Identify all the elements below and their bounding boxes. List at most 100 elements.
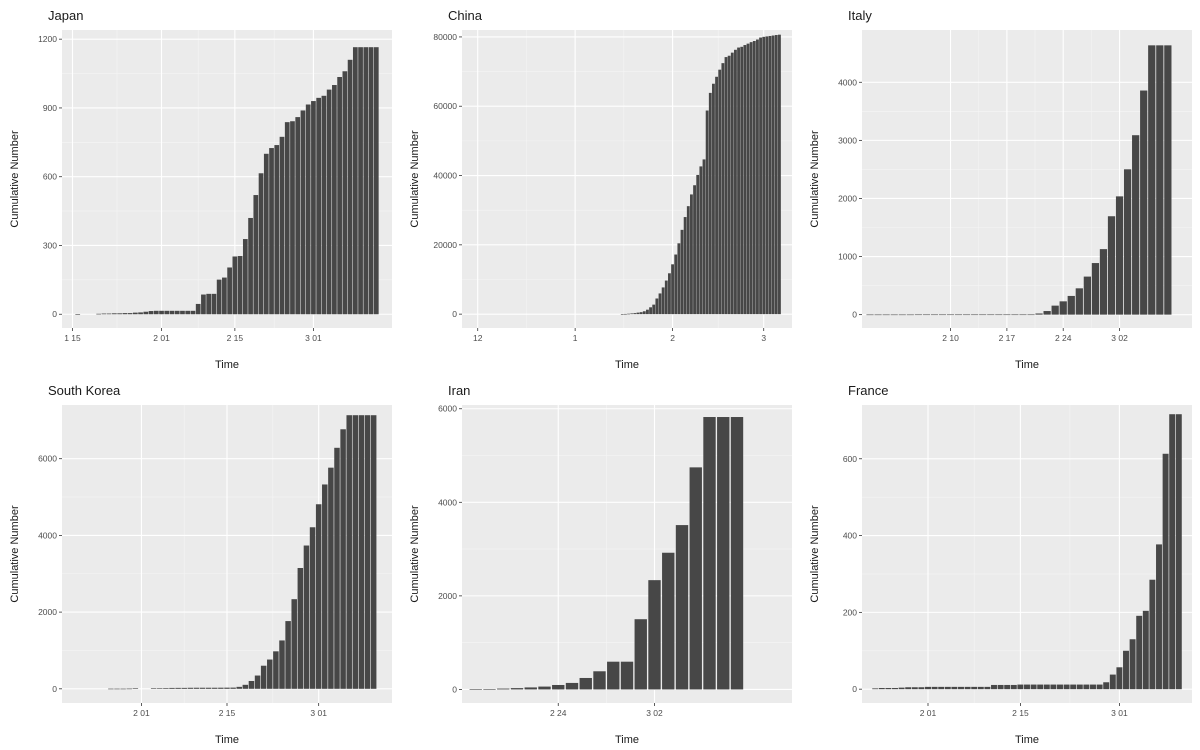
- bar: [193, 687, 200, 689]
- bar: [1004, 684, 1011, 690]
- bar: [370, 415, 377, 689]
- bar: [963, 314, 971, 316]
- bar: [778, 34, 781, 315]
- bar: [874, 314, 882, 316]
- x-tick-label: 2 10: [942, 333, 959, 343]
- bar: [126, 688, 132, 690]
- chart-svg-japan: 0 300 600 900 1200 1 15 2 01 2 15 3 01 Japan Time C…: [9, 8, 392, 371]
- x-axis-label: Time: [615, 734, 639, 746]
- bar: [662, 552, 675, 690]
- bar: [636, 312, 640, 315]
- bar: [1136, 615, 1143, 690]
- bar: [946, 314, 955, 316]
- x-tick-label: 2 15: [227, 333, 244, 343]
- y-tick-label: 40000: [433, 171, 457, 181]
- y-tick-label: 2000: [838, 193, 857, 203]
- bar: [756, 39, 759, 315]
- bar: [984, 686, 991, 690]
- y-tick-label: 2000: [38, 607, 57, 617]
- bar: [954, 314, 963, 316]
- bar: [1035, 313, 1043, 315]
- bar: [630, 313, 634, 315]
- bar: [163, 688, 169, 689]
- bar: [634, 619, 647, 690]
- bar: [120, 688, 126, 690]
- bar: [274, 145, 280, 315]
- bar: [373, 47, 379, 315]
- bar: [248, 217, 253, 315]
- x-tick-label: 2 24: [1055, 333, 1072, 343]
- bar: [181, 687, 187, 689]
- x-tick-label: 3 02: [1111, 333, 1128, 343]
- bar: [683, 217, 687, 315]
- y-tick-label: 20000: [433, 240, 457, 250]
- bar: [1164, 45, 1172, 315]
- bar: [284, 122, 290, 315]
- bar: [1140, 90, 1148, 315]
- bar: [771, 35, 775, 315]
- bar: [977, 686, 984, 690]
- chart-svg-south-korea: 0 2000 4000 6000 2 01 2 15 3 01 South Korea Time…: [9, 383, 392, 746]
- bar: [1057, 684, 1063, 690]
- bar: [216, 279, 222, 315]
- bar: [752, 41, 756, 315]
- bar: [1051, 305, 1059, 315]
- y-axis-label: Cumulative Number: [409, 130, 421, 228]
- bar: [174, 310, 180, 315]
- y-tick-label: 4000: [38, 530, 57, 540]
- bar: [263, 153, 269, 315]
- x-tick-label: 2 24: [550, 708, 567, 718]
- bar: [1003, 314, 1011, 316]
- bar: [169, 310, 175, 315]
- bar: [696, 174, 700, 315]
- bar: [211, 293, 217, 315]
- bar: [322, 484, 328, 689]
- plot-background: [862, 405, 1192, 703]
- y-tick-label: 600: [43, 172, 57, 182]
- bar: [898, 687, 905, 690]
- bar: [326, 89, 332, 315]
- bar: [689, 467, 702, 690]
- bar: [538, 686, 551, 690]
- y-tick-label: 4000: [438, 497, 457, 507]
- bar: [1175, 414, 1182, 690]
- bar: [169, 687, 175, 689]
- bar: [1132, 135, 1140, 315]
- y-axis-label: Cumulative Number: [409, 505, 421, 603]
- bar: [469, 689, 482, 690]
- y-tick-label: 0: [452, 684, 457, 694]
- bar: [686, 206, 690, 315]
- bar: [702, 159, 706, 315]
- bar: [882, 314, 890, 316]
- bar: [230, 687, 236, 689]
- bar: [1148, 45, 1156, 315]
- y-axis-label: Cumulative Number: [809, 130, 821, 228]
- bar: [655, 298, 659, 315]
- bar: [279, 136, 285, 315]
- bar: [627, 313, 630, 315]
- bar: [639, 312, 643, 315]
- y-tick-label: 3000: [838, 135, 857, 145]
- bar: [106, 313, 112, 315]
- bar: [1070, 684, 1077, 690]
- x-tick-label: 2 17: [999, 333, 1016, 343]
- bar: [648, 580, 661, 690]
- bar: [291, 599, 297, 689]
- bar: [1103, 682, 1110, 690]
- bar: [620, 313, 624, 315]
- bar: [971, 686, 978, 690]
- bar: [668, 273, 671, 315]
- bar: [346, 415, 352, 689]
- bar: [363, 47, 369, 315]
- bar: [1011, 314, 1019, 316]
- bar: [524, 687, 537, 690]
- plot-background: [462, 30, 792, 328]
- bar: [195, 303, 201, 315]
- bar: [718, 69, 722, 315]
- y-tick-label: 0: [852, 684, 857, 694]
- bar: [297, 567, 304, 689]
- chart-title: Iran: [448, 383, 470, 398]
- y-tick-label: 6000: [438, 404, 457, 414]
- bar: [565, 682, 579, 690]
- x-axis-label: Time: [615, 359, 639, 371]
